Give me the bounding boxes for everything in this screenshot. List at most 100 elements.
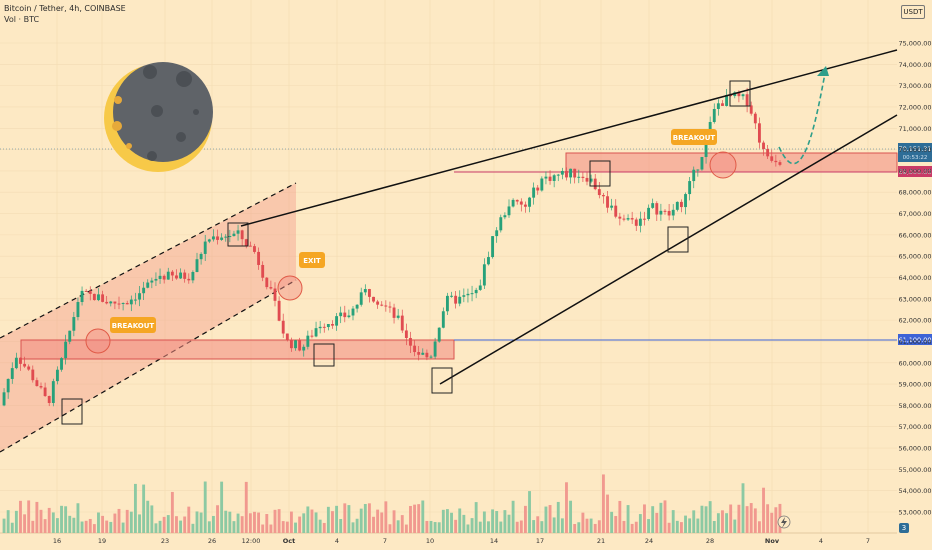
volume-bar [696,518,700,533]
candle [306,330,310,350]
candle [310,329,314,339]
volume-bar [610,511,614,533]
volume-bar [43,519,47,533]
volume-bar [671,510,675,533]
volume-bar [725,513,729,533]
projected-path-arrowhead [817,66,829,76]
volume-bar [294,522,297,533]
volume-bar [684,515,687,533]
candle [766,145,770,160]
candle [88,286,92,301]
candle [27,364,31,371]
current-price-label: 70,151.31 00:53:22 [898,143,932,162]
candle [581,172,585,182]
volume-bar [6,510,10,533]
candle [622,214,626,222]
candle [154,272,158,286]
candle [400,309,404,334]
candle [363,284,367,296]
volume-bar [228,511,232,533]
symbol-title[interactable]: Bitcoin / Tether, 4h, COINBASE [4,4,126,13]
y-tick-label: 61,000.00 [898,338,931,346]
candle [601,192,605,204]
volume-bar [384,501,388,533]
candle [437,327,441,343]
volume-bar [257,512,261,533]
volume-bar [536,516,540,533]
candle [606,190,609,213]
candle [425,349,429,361]
volume-bar [601,474,605,533]
candle [187,273,191,284]
candle [643,211,646,226]
auto-scale-button[interactable]: 3 [899,523,909,533]
volume-bar [737,504,741,533]
volume-bar [216,505,219,533]
moon-illustration [104,62,213,172]
y-tick-label: 68,000.00 [898,189,931,197]
currency-button[interactable]: USDT [901,5,925,19]
volume-bar [211,515,215,533]
candle [610,198,614,211]
candle [441,307,445,329]
x-tick-label: Nov [765,537,780,545]
candle [92,293,96,301]
volume-bar [400,515,404,533]
y-tick-label: 60,000.00 [898,359,931,367]
volume-bar [573,523,577,533]
volume-legend[interactable]: Vol · BTC [4,15,40,24]
candle [31,365,35,383]
candle [507,199,511,218]
price-axis[interactable] [897,0,932,550]
x-tick-label: 12:00 [242,537,261,545]
candle [659,203,663,221]
x-tick-label: Oct [283,537,296,545]
candle [721,100,724,107]
y-tick-label: 66,000.00 [898,231,931,239]
candle [593,174,597,191]
candle [380,301,384,307]
volume-bar [445,509,449,533]
volume-bar [429,520,433,533]
level-61100-text: 61,100.00 [898,336,931,344]
candle [495,227,499,243]
candle [491,236,495,259]
candle [675,201,679,212]
x-tick-label: 21 [597,537,605,545]
candle [294,339,297,351]
volume-bar [269,524,273,533]
candle [105,295,109,305]
candle [749,101,753,116]
breakout-label-text: BREAKOUT [112,322,155,330]
volume-bar [757,521,761,533]
candle [261,261,265,282]
candle [216,229,219,245]
candle [544,171,548,185]
candle [421,348,425,356]
candle [326,324,330,331]
volume-bar [244,481,248,533]
candle [474,287,478,299]
volume-bar [224,510,228,533]
volume-bar [351,522,355,533]
volume-bar [491,509,495,533]
candle [273,282,277,307]
volume-bar [133,483,137,533]
highlight-box [431,367,453,394]
volume-bar [367,503,371,533]
candle [536,185,540,195]
volume-bar [437,522,441,533]
candle [64,334,68,365]
breakout-label: BREAKOUT [671,129,717,145]
candle [269,280,273,290]
volume-bar [643,504,646,533]
candle [523,201,527,213]
lightning-icon[interactable] [777,515,791,529]
candle [51,378,55,407]
volume-bar [663,500,667,533]
level-69000-label: 69,000.00 [898,166,932,177]
volume-bar [109,521,113,533]
breakout-label: BREAKOUT [110,317,156,333]
